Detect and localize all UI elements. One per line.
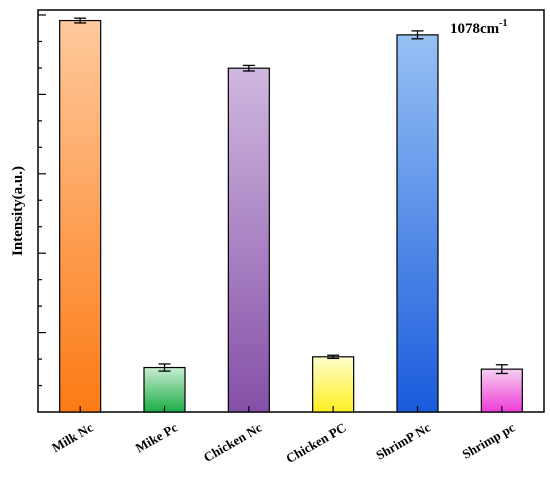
x-tick-labels: Milk Nc Mike Pc Chicken Nc Chicken PC ShrimP… (49, 419, 517, 466)
y-axis-ticks (38, 14, 46, 387)
error-bar-2 (242, 64, 255, 72)
error-bar-5 (495, 364, 508, 375)
error-bar-0 (74, 17, 87, 24)
bars (59, 17, 523, 413)
error-bar-3 (327, 354, 340, 360)
plot-frame (37, 9, 545, 413)
y-axis-label: Intensity(a.u.) (10, 166, 26, 256)
x-tick-label-3: Chicken PC (283, 420, 348, 466)
bar-2 (227, 67, 270, 413)
x-tick-label-0: Milk Nc (49, 419, 96, 455)
bar-5 (480, 368, 523, 413)
bar-1 (143, 366, 186, 413)
annotation-wavenumber: 1078cm-1 (450, 18, 508, 37)
error-bar-4 (411, 30, 424, 40)
bar-0 (59, 19, 102, 413)
x-tick-label-2: Chicken Nc (201, 419, 265, 464)
bar-3 (312, 356, 355, 413)
x-tick-label-4: ShrimP Nc (373, 419, 433, 462)
bar-4 (396, 34, 439, 413)
x-tick-label-5: Shrimp pc (459, 419, 517, 461)
annotation-superscript: -1 (499, 18, 507, 29)
x-tick-label-1: Mike Pc (133, 419, 180, 455)
error-bar-1 (158, 363, 171, 372)
